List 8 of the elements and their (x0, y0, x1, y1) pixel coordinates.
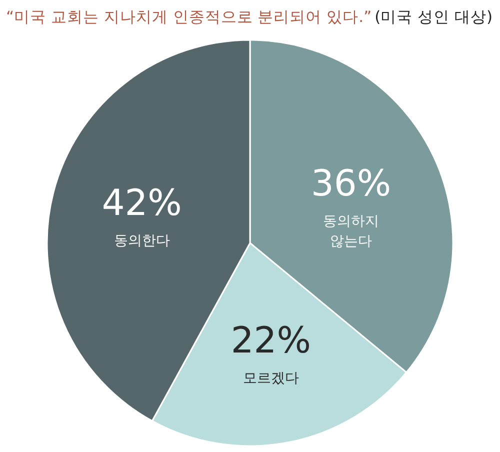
slice-label: 동의하지 않는다 (323, 213, 380, 250)
data-label: 42% (102, 183, 182, 224)
chart-subtitle: (미국 성인 대상) (374, 8, 493, 26)
slice-label: 동의한다 (114, 233, 170, 250)
data-label: 22% (230, 320, 311, 362)
slice-label: 모르겠다 (242, 370, 299, 387)
chart-title: “미국 교회는 지나치게 인종적으로 분리되어 있다.” (6, 8, 372, 26)
data-label: 36% (311, 163, 392, 204)
